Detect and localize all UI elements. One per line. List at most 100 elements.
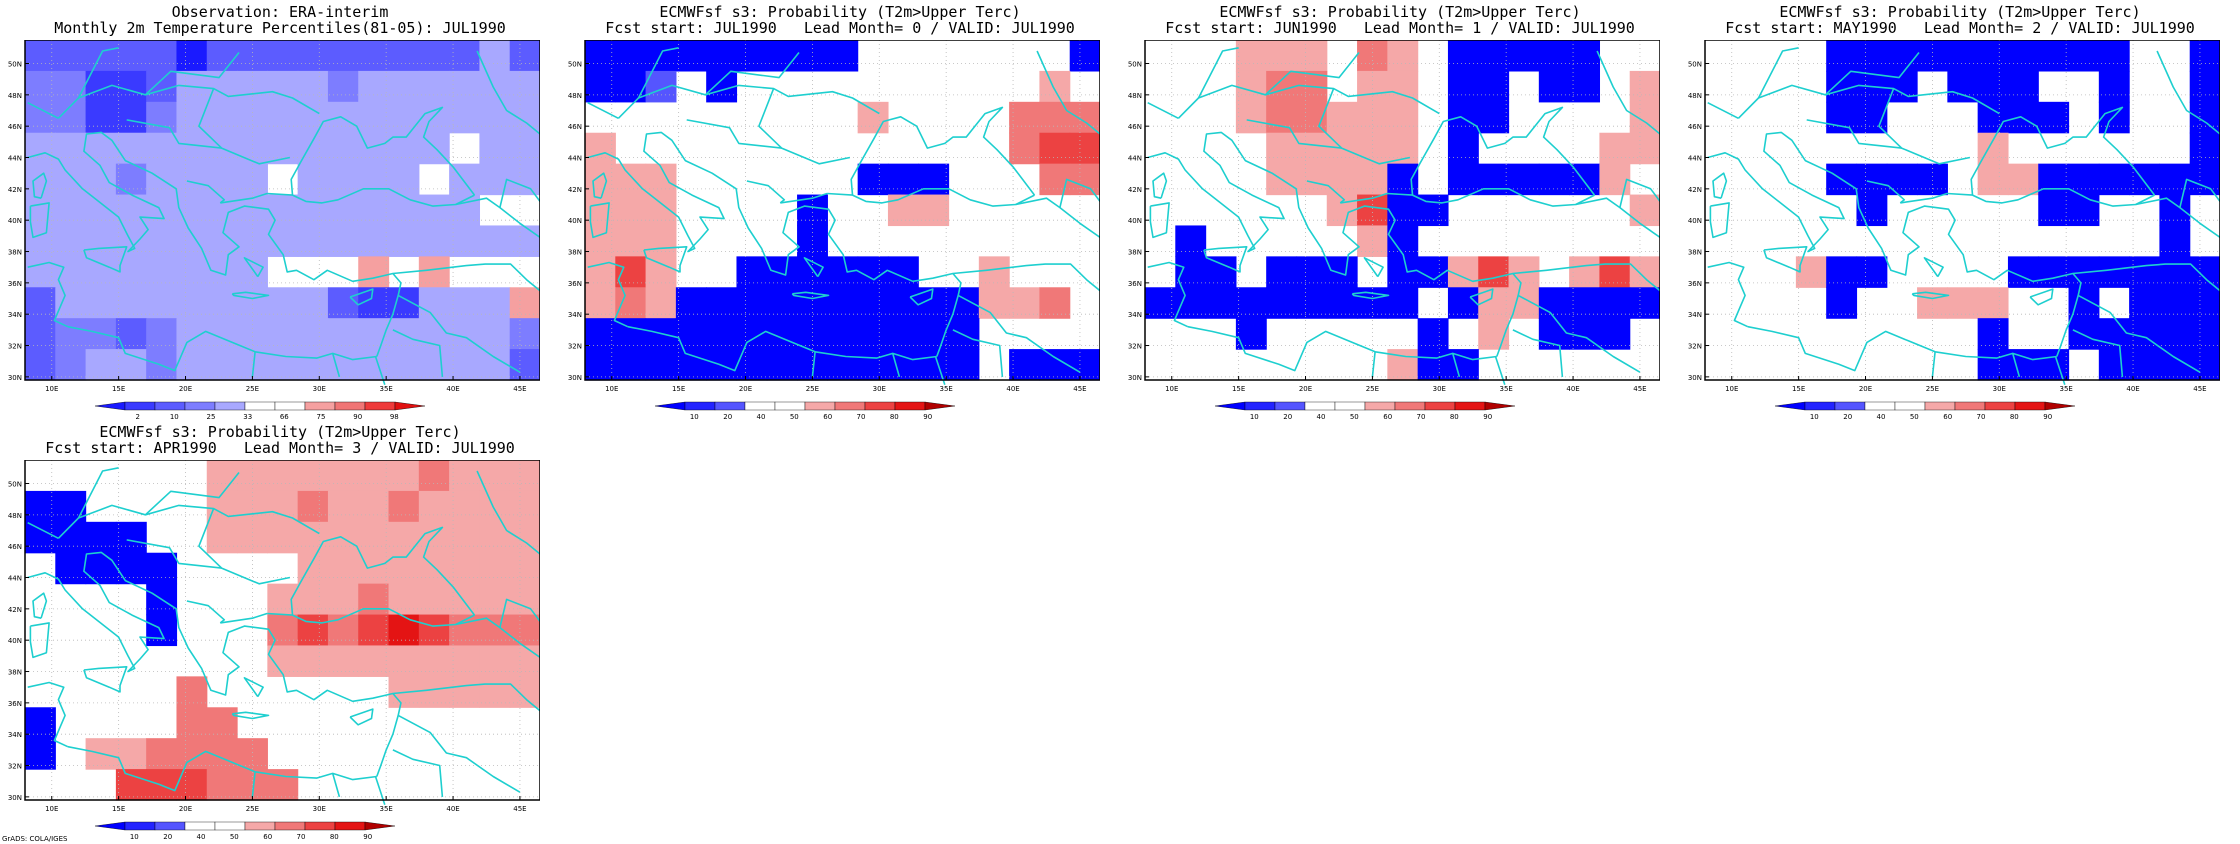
- colorbar-swatch: [124, 821, 156, 831]
- lat-tick-label: 36N: [1128, 280, 1142, 288]
- colorbar-swatch: [1924, 401, 1956, 411]
- grid-cell: [645, 287, 677, 319]
- grid-cell: [766, 349, 798, 381]
- grid-cell: [585, 256, 616, 288]
- colorbar-label: 80: [1450, 413, 1459, 420]
- grid-cell: [146, 552, 178, 585]
- grid-cell: [948, 318, 980, 350]
- grid-cell: [479, 521, 511, 554]
- lon-tick-label: 35E: [2059, 385, 2072, 393]
- colorbar-label: 70: [857, 413, 866, 420]
- grid-cell: [449, 460, 481, 492]
- colorbar: 10 20 40 50 60 70 80 90: [1774, 401, 2076, 421]
- colorbar-label: 40: [757, 413, 766, 420]
- grid-cell: [297, 521, 329, 554]
- colorbar-swatch: [304, 401, 336, 411]
- grid-cell: [327, 194, 359, 227]
- lon-tick-label: 10E: [605, 385, 618, 393]
- grid-cell: [115, 101, 147, 134]
- grid-cell: [675, 318, 707, 350]
- colorbar-swatch: [864, 401, 896, 411]
- lat-tick-label: 40N: [8, 637, 22, 645]
- grid-cell: [176, 132, 208, 165]
- grid-cell: [1538, 70, 1570, 103]
- grid-cell: [206, 101, 238, 134]
- grid-cell: [115, 349, 147, 381]
- grid-cell: [176, 163, 208, 196]
- grid-cell: [615, 40, 647, 72]
- grid-cell: [358, 460, 390, 492]
- grid-cell: [327, 70, 359, 103]
- lon-tick-label: 35E: [379, 385, 392, 393]
- grid-cell: [327, 583, 359, 616]
- colorbar-swatch: [654, 401, 686, 411]
- grid-cell: [585, 132, 616, 165]
- grid-cell: [615, 225, 647, 257]
- grid-cell: [1538, 40, 1570, 72]
- grid-cell: [388, 583, 420, 616]
- grid-cell: [1069, 101, 1101, 134]
- grid-cell: [645, 349, 677, 381]
- colorbar-label: 90: [1483, 413, 1492, 420]
- grid-cell: [115, 40, 147, 72]
- colorbar-swatch: [2044, 401, 2076, 411]
- grid-cell: [1569, 287, 1601, 319]
- lon-tick-label: 45E: [513, 805, 526, 813]
- grid-cell: [297, 225, 329, 257]
- grid-cell: [1009, 101, 1041, 134]
- grid-cell: [1447, 163, 1479, 196]
- grid-cell: [449, 521, 481, 554]
- lat-tick-label: 36N: [568, 280, 582, 288]
- grid-cell: [706, 40, 738, 72]
- grid-cell: [2098, 70, 2130, 103]
- colorbar-swatch: [1214, 401, 1246, 411]
- grid-cell: [827, 318, 859, 350]
- grid-cell: [948, 349, 980, 381]
- grid-cell: [267, 287, 299, 319]
- grid-cell: [25, 738, 56, 770]
- colorbar-swatch: [1484, 401, 1516, 411]
- grid-cell: [1266, 40, 1298, 72]
- grid-cell: [2129, 256, 2161, 288]
- grid-cell: [176, 349, 208, 381]
- lat-tick-label: 38N: [8, 669, 22, 677]
- lat-tick-label: 46N: [8, 123, 22, 131]
- grid-cell: [176, 194, 208, 227]
- grid-cell: [297, 583, 329, 616]
- grid-cell: [1205, 287, 1237, 319]
- lat-tick-label: 50N: [8, 481, 22, 489]
- grid-cell: [1175, 287, 1207, 319]
- grid-cell: [1629, 256, 1661, 288]
- map-panel-lead1: ECMWFsf s3: Probability (T2m>Upper Terc)…: [1120, 0, 1680, 421]
- grid-cell: [736, 287, 768, 319]
- grid-cell: [237, 40, 268, 72]
- colorbar-swatch: [214, 401, 246, 411]
- grid-cell: [1009, 287, 1041, 319]
- colorbar-swatch: [94, 821, 126, 831]
- lon-tick-label: 40E: [446, 805, 459, 813]
- lat-tick-label: 50N: [1128, 61, 1142, 69]
- grid-cell: [267, 521, 299, 554]
- colorbar-swatch: [1954, 401, 1986, 411]
- colorbar-label: 80: [2010, 413, 2019, 420]
- grid-cell: [55, 194, 87, 227]
- grid-cell: [2038, 349, 2070, 381]
- colorbar-label: 2: [135, 413, 139, 420]
- colorbar-swatch: [1364, 401, 1396, 411]
- grid-cell: [827, 287, 859, 319]
- grid-cell: [2098, 101, 2130, 134]
- lat-tick-label: 38N: [1128, 249, 1142, 257]
- lon-tick-label: 15E: [112, 385, 125, 393]
- colorbar-label: 20: [163, 833, 172, 840]
- grid-cell: [1326, 101, 1358, 134]
- grid-cell: [2159, 287, 2191, 319]
- grid-cell: [449, 101, 481, 134]
- map-panel-obs: Observation: ERA-interim Monthly 2m Tempe…: [0, 0, 560, 421]
- grid-cell: [418, 521, 450, 554]
- grid-cell: [55, 552, 87, 585]
- grid-cell: [509, 318, 541, 350]
- grid-cell: [115, 318, 147, 350]
- colorbar-label: 70: [1417, 413, 1426, 420]
- grid-cell: [146, 318, 178, 350]
- map-plot: 50N 48N 46N 44N 42N 40N 38N 36N 34N 32N 30N 10E 15E 2…: [8, 39, 541, 421]
